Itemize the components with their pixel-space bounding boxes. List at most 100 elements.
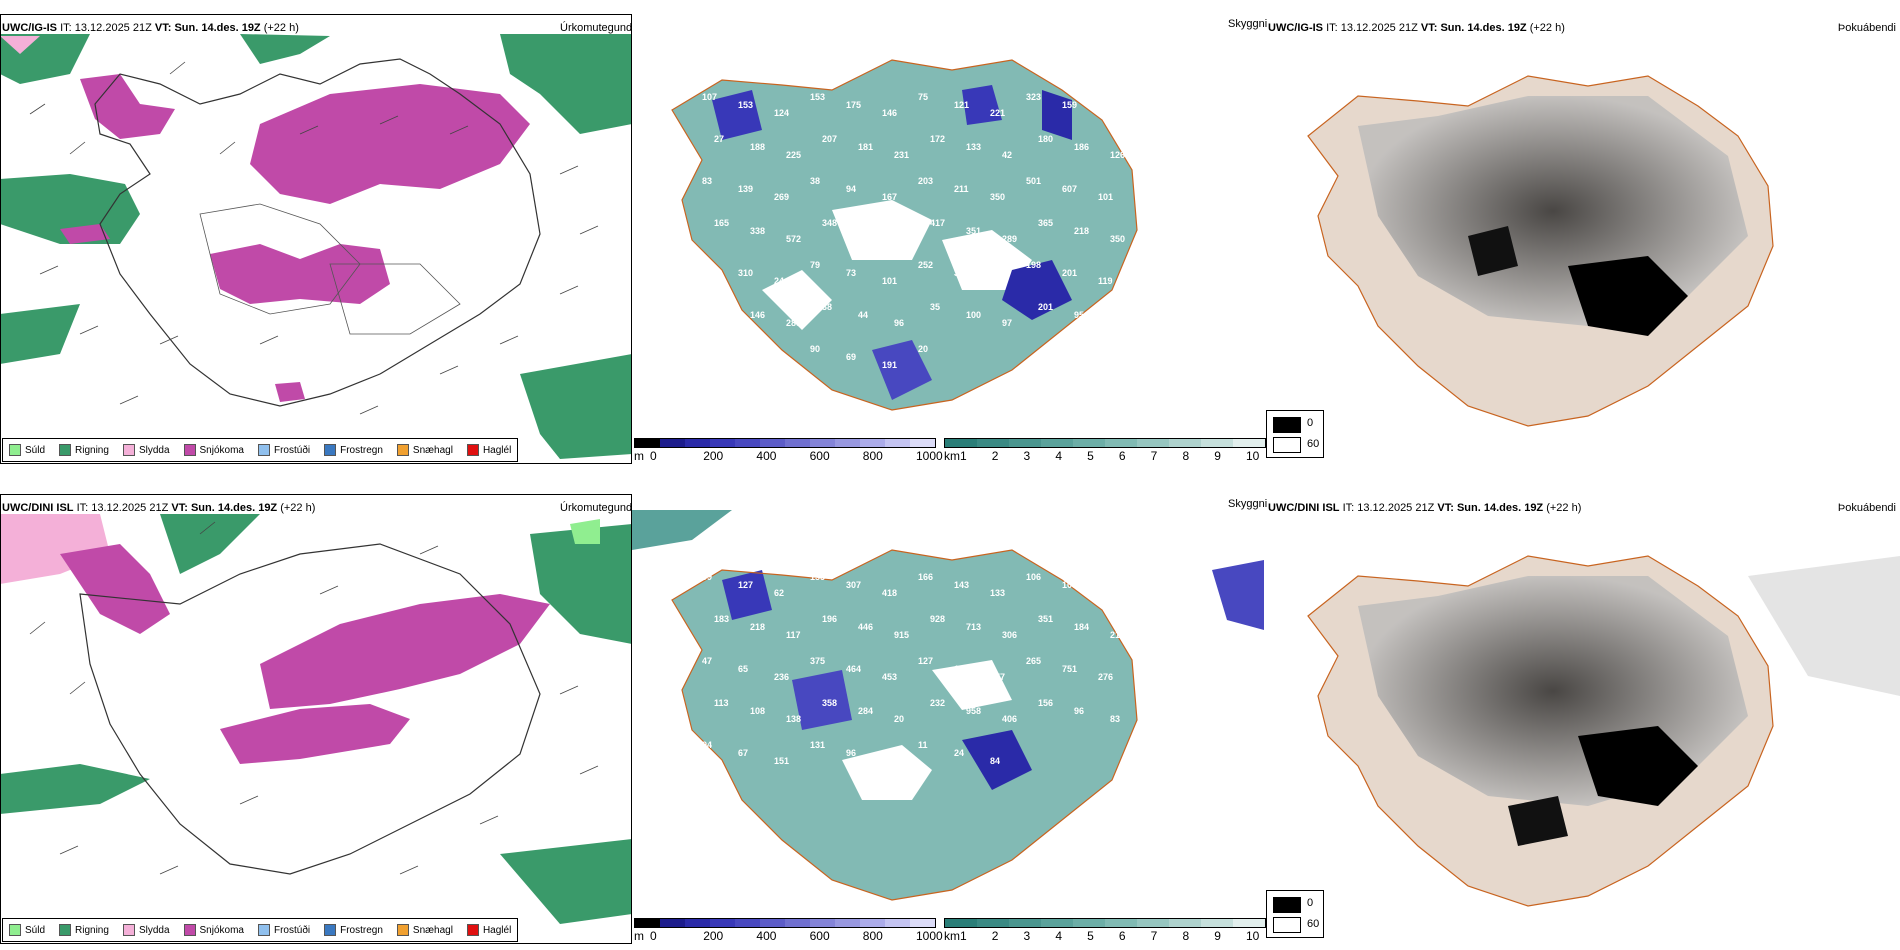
colorbar-swatch [785, 439, 810, 447]
cloud-base-value-label: 326 [1098, 588, 1113, 598]
row-header-igis-fog: UWC/IG-IS IT: 13.12.2025 21Z VT: Sun. 14… [1268, 22, 1565, 34]
legend-item: Snæhagl [396, 924, 453, 936]
colorbar-swatch [785, 919, 810, 927]
cloud-base-value-label: 133 [966, 142, 981, 152]
colorbar-tick-label: 1000 [916, 929, 943, 943]
cloud-base-value-label: 108 [750, 706, 765, 716]
cloud-base-value-label: 277 [990, 672, 1005, 682]
colorbar-tick-label: 4 [1055, 929, 1063, 943]
colorbar-tick-label: 9 [1214, 929, 1221, 943]
cloud-base-value-label: 151 [774, 756, 789, 766]
cloud-base-value-label: 284 [858, 706, 873, 716]
cloud-base-value-label: 153 [738, 100, 753, 110]
legend-item: Frostregn [324, 924, 383, 936]
visibility-colorbar-bottom: km 1 2 3 4 5 6 7 8 9 10 [944, 918, 1266, 944]
cloud-base-value-label: 338 [750, 226, 765, 236]
cloud-base-value-label: 105 [1062, 580, 1077, 590]
cloud-base-value-label: 713 [966, 622, 981, 632]
colorbar-tick-label: 10 [1246, 929, 1260, 943]
cloud-base-value-label: 96 [894, 318, 904, 328]
cloud-base-value-label: 84 [990, 756, 1000, 766]
colorbar-swatch [810, 919, 835, 927]
cloud-base-value-label: 138 [786, 714, 801, 724]
cloud-base-value-label: 186 [1074, 142, 1089, 152]
legend-item: Snjókoma [183, 924, 244, 936]
colorbar-swatch [1137, 439, 1169, 447]
cloud-base-value-label: 252 [918, 260, 933, 270]
colorbar-swatch [635, 919, 660, 927]
colorbar-tick-label: 8 [1182, 449, 1190, 463]
colorbar-swatch [660, 919, 685, 927]
cloud-base-value-label: 99 [702, 344, 712, 354]
cloud-base-value-label: 133 [990, 588, 1005, 598]
cloud-base-value-label: 139 [738, 184, 753, 194]
colorbar-tick-label: 6 [1118, 449, 1126, 463]
cloud-base-value-label: 146 [882, 108, 897, 118]
cloud-base-value-label: 106 [1026, 572, 1041, 582]
colorbar-swatch [760, 439, 785, 447]
fog-key-bottom: 0 60 [1266, 890, 1324, 938]
colorbar-tick-label: 3 [1023, 449, 1031, 463]
cloudbase-colorbar-top: m 0 200 400 600 800 1000 [634, 438, 943, 464]
cloud-base-value-label: 65 [738, 664, 748, 674]
cloud-base-value-label: 143 [954, 580, 969, 590]
cloud-base-value-label: 73 [846, 268, 856, 278]
cloud-base-value-label: 44 [858, 310, 868, 320]
colorbar-tick-label: 6 [1118, 929, 1126, 943]
row-header-igis: UWC/IG-IS IT: 13.12.2025 21Z VT: Sun. 14… [2, 22, 299, 34]
colorbar-swatch [760, 919, 785, 927]
colorbar-swatch [710, 919, 735, 927]
colorbar-swatch [810, 439, 835, 447]
colorbar-swatch [885, 919, 910, 927]
row-header-dini-fog: UWC/DINI ISL IT: 13.12.2025 21Z VT: Sun.… [1268, 502, 1582, 514]
cloud-base-value-label: 197 [882, 756, 897, 766]
fog-panel-dini [1268, 516, 1900, 916]
cloud-base-value-label: 58 [774, 360, 784, 370]
colorbar-swatch [1169, 919, 1201, 927]
cloud-base-value-label: 572 [786, 234, 801, 244]
colorbar-tick-label: 200 [703, 449, 724, 463]
cloud-base-value-label: 501 [1026, 176, 1041, 186]
cloud-base-value-label: 180 [1038, 134, 1053, 144]
cloud-base-value-label: 418 [882, 588, 897, 598]
cloud-base-value-label: 203 [918, 176, 933, 186]
colorbar-tick-label: 2 [991, 929, 999, 943]
fog-map-dini [1307, 555, 1900, 907]
colorbar-swatch [977, 439, 1009, 447]
cloud-base-value-label: 175 [846, 100, 861, 110]
cloud-base-value-label: 24 [774, 276, 784, 286]
cloud-base-value-label: 236 [774, 672, 789, 682]
colorbar-tick-label: 1000 [916, 449, 943, 463]
colorbar-tick-label: 800 [862, 449, 883, 463]
cloud-base-value-label: 351 [1038, 614, 1053, 624]
cloud-base-value-label: 126 [1110, 150, 1125, 160]
cloud-base-value-label: 107 [702, 92, 717, 102]
cloud-base-value-label: 11 [918, 740, 928, 750]
cloud-base-value-label: 958 [966, 706, 981, 716]
precip-legend: Súld Rigning Slydda Snjókoma Frostúði Fr… [2, 438, 519, 462]
cloud-base-value-label: 90 [810, 344, 820, 354]
cloud-base-value-label: 130 [714, 302, 729, 312]
colorbar-swatch [1009, 919, 1041, 927]
fog-title-bottom: Þokuábendi [1837, 502, 1896, 514]
colorbar-swatch [1137, 919, 1169, 927]
precip-type-map-igis [0, 14, 632, 464]
cloud-base-value-label: 62 [774, 588, 784, 598]
cloud-base-value-label: 165 [714, 218, 729, 228]
cloud-base-value-label: 23 [738, 352, 748, 362]
legend-item: Frostúði [257, 444, 310, 456]
colorbar-tick-label: 200 [703, 929, 724, 943]
colorbar-tick-label: 10 [1246, 449, 1260, 463]
colorbar-swatch [1105, 919, 1137, 927]
colorbar-swatch [1233, 439, 1265, 447]
cloud-base-value-label: 83 [702, 176, 712, 186]
cloud-base-value-label: 751 [1062, 664, 1077, 674]
legend-item: Slydda [122, 924, 170, 936]
fog-key-top: 0 60 [1266, 410, 1324, 458]
colorbar-tick-label: 4 [1055, 449, 1063, 463]
colorbar-tick-label: 7 [1150, 929, 1158, 943]
cloud-base-value-label: 79 [810, 260, 820, 270]
cloud-base-value-label: 201 [1062, 268, 1077, 278]
legend-item: Rigning [59, 444, 109, 456]
cloud-base-value-label: 218 [750, 622, 765, 632]
